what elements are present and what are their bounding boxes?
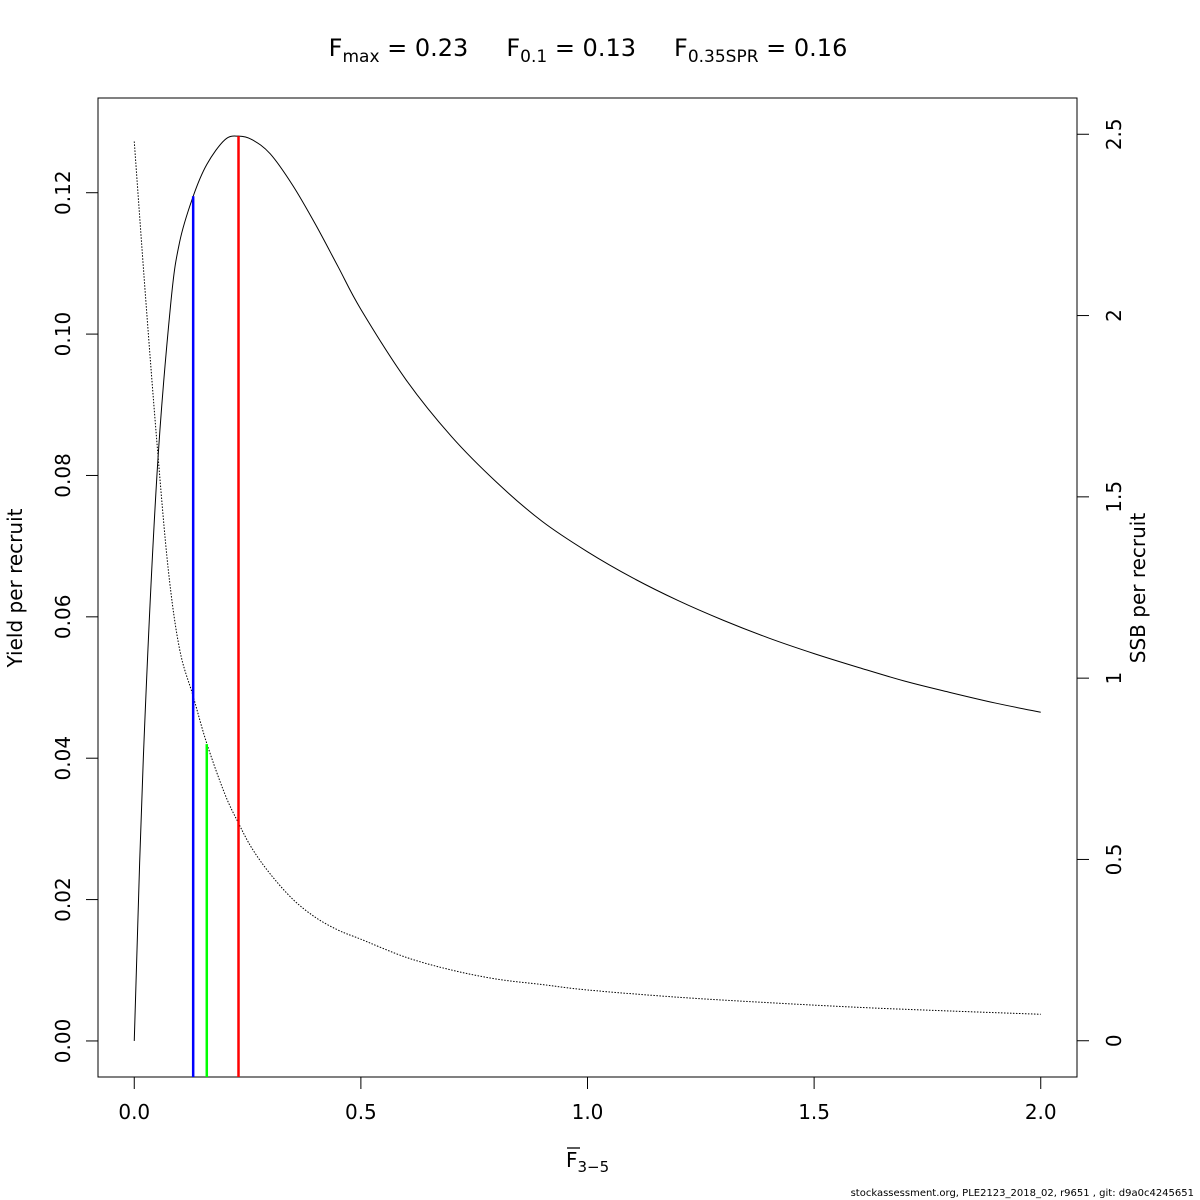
x-axis-label-base: F bbox=[566, 1148, 578, 1172]
y-axis-left: 0.00 0.02 0.04 0.06 0.08 0.10 0.12 bbox=[51, 170, 99, 1064]
title-f01-sub: 0.1 bbox=[520, 47, 547, 67]
ssb-per-recruit-line bbox=[133, 141, 1041, 1015]
y-right-tick-label: 0.5 bbox=[1102, 844, 1126, 876]
y-left-tick-label: 0.00 bbox=[51, 1019, 75, 1064]
title-f035-eq: = 0.16 bbox=[759, 34, 848, 62]
chart-title: Fmax = 0.23 F0.1 = 0.13 F0.35SPR = 0.16 bbox=[329, 34, 848, 67]
y-left-tick-label: 0.10 bbox=[51, 312, 75, 357]
y-right-tick-label: 2 bbox=[1102, 309, 1126, 322]
y-left-tick-label: 0.02 bbox=[51, 877, 75, 922]
y-right-tick-label: 1.5 bbox=[1102, 481, 1126, 513]
title-fmax-eq: = 0.23 bbox=[380, 34, 469, 62]
series-layer bbox=[133, 135, 1041, 1041]
plot-frame bbox=[97, 97, 1078, 1078]
title-f035-base: F bbox=[674, 34, 688, 62]
x-tick-label: 0.5 bbox=[345, 1100, 377, 1124]
y-axis-left-label: Yield per recruit bbox=[3, 508, 27, 668]
y-left-tick-label: 0.06 bbox=[51, 595, 75, 640]
y-right-tick-label: 1 bbox=[1102, 672, 1126, 685]
y-left-tick-label: 0.12 bbox=[51, 170, 75, 215]
x-tick-label: 2.0 bbox=[1025, 1100, 1057, 1124]
y-axis-right-label: SSB per recruit bbox=[1126, 513, 1150, 664]
yield-per-recruit-line bbox=[133, 135, 1041, 1041]
x-axis-label-sub: 3−5 bbox=[578, 1158, 610, 1176]
title-f01-eq: = 0.13 bbox=[547, 34, 636, 62]
x-tick-label: 1.0 bbox=[572, 1100, 604, 1124]
x-axis-label: F3−5 bbox=[566, 1147, 609, 1176]
title-fmax-sub: max bbox=[342, 47, 379, 67]
y-right-tick-label: 2.5 bbox=[1102, 118, 1126, 150]
y-right-tick-label: 0 bbox=[1102, 1034, 1126, 1047]
footer-text: stockassessment.org, PLE2123_2018_02, r9… bbox=[851, 1188, 1194, 1199]
title-f01-base: F bbox=[506, 34, 520, 62]
svg-text:F3−5: F3−5 bbox=[566, 1148, 609, 1176]
title-fmax-base: F bbox=[329, 34, 343, 62]
x-axis: 0.0 0.5 1.0 1.5 2.0 bbox=[118, 1076, 1057, 1124]
reference-lines bbox=[191, 136, 240, 1077]
y-left-tick-label: 0.08 bbox=[51, 453, 75, 498]
y-axis-right: 0 0.5 1 1.5 2 2.5 bbox=[1076, 118, 1126, 1047]
x-tick-label: 1.5 bbox=[798, 1100, 830, 1124]
title-f035-sub: 0.35SPR bbox=[688, 47, 759, 67]
y-left-tick-label: 0.04 bbox=[51, 736, 75, 781]
x-tick-label: 0.0 bbox=[118, 1100, 150, 1124]
